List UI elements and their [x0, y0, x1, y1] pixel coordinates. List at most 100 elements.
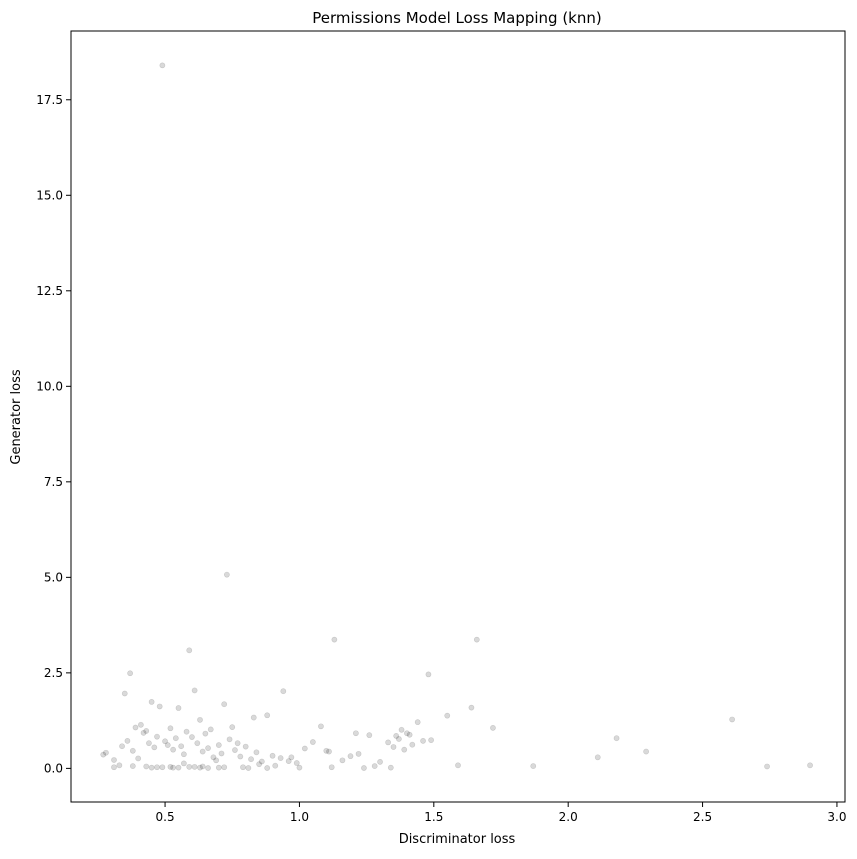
scatter-point [186, 647, 193, 654]
scatter-point [111, 764, 117, 771]
y-tick-label: 10.0 [36, 379, 63, 393]
y-axis-label: Generator loss [9, 369, 24, 464]
scatter-point [594, 754, 601, 761]
scatter-point [167, 725, 174, 732]
scatter-point [210, 754, 217, 761]
scatter-point [444, 712, 451, 719]
scatter-point [237, 753, 244, 760]
scatter-point [183, 728, 190, 735]
scatter-point [194, 740, 201, 747]
scatter-point [135, 755, 142, 762]
scatter-point [490, 724, 496, 731]
scatter-point [729, 716, 736, 723]
scatter-point [355, 750, 362, 757]
scatter-point [137, 721, 144, 728]
scatter-point [455, 762, 461, 769]
scatter-point [170, 764, 177, 771]
chart-title: Permissions Model Loss Mapping (knn) [312, 9, 602, 27]
scatter-point [159, 62, 166, 69]
scatter-point [129, 747, 136, 754]
scatter-point [124, 737, 131, 744]
scatter-point [288, 754, 295, 761]
x-tick-label: 1.0 [290, 810, 309, 824]
scatter-point [191, 687, 198, 694]
scatter-point [807, 762, 813, 769]
scatter-point [197, 764, 203, 771]
scatter-point [189, 734, 195, 740]
scatter-point [218, 750, 225, 757]
x-tick-label: 3.0 [827, 810, 846, 824]
scatter-point [221, 701, 228, 708]
scatter-point [170, 746, 177, 753]
y-tick-label: 0.0 [44, 761, 63, 775]
scatter-point [277, 755, 284, 761]
scatter-point [764, 763, 770, 770]
scatter-point [258, 758, 265, 765]
scatter-point [148, 764, 155, 771]
scatter-point [205, 745, 211, 752]
scatter-point [285, 758, 292, 765]
scatter-point [215, 764, 222, 771]
axis-ticks: 0.5 1.0 1.5 2.0 2.5 3.0 0.0 2.5 5.0 7.5 10.0 12.5 15… [36, 93, 846, 824]
scatter-point [180, 751, 187, 758]
plot-frame [70, 30, 846, 803]
scatter-point [296, 764, 303, 771]
scatter-point [234, 740, 241, 747]
scatter-point [425, 671, 432, 678]
scatter-point [121, 690, 128, 697]
scatter-point [326, 748, 332, 755]
scatter-point [428, 737, 435, 744]
scatter-point [148, 698, 155, 705]
scatter-point [530, 763, 537, 769]
scatter-point [309, 739, 316, 745]
scatter-point [151, 744, 158, 751]
y-tick-label: 12.5 [36, 284, 63, 298]
scatter-point [253, 749, 260, 756]
y-tick-label: 15.0 [36, 188, 63, 202]
scatter-point [613, 735, 620, 742]
scatter-point [132, 724, 139, 731]
scatter-point [167, 763, 174, 770]
scatter-point [347, 753, 354, 760]
scatter-point [377, 758, 383, 765]
scatter-point [175, 705, 182, 711]
scatter-point [280, 688, 287, 695]
scatter-point [232, 747, 238, 753]
scatter-point [323, 747, 330, 754]
data-points [100, 62, 813, 771]
x-tick-label: 2.5 [693, 810, 712, 824]
scatter-point [215, 742, 222, 748]
scatter-point [398, 726, 405, 733]
scatter-point [119, 743, 125, 750]
scatter-point [269, 752, 276, 759]
scatter-point [395, 736, 402, 742]
scatter-point [390, 744, 397, 750]
scatter-point [197, 716, 203, 723]
scatter-point [240, 764, 246, 771]
scatter-point [221, 764, 228, 771]
x-tick-label: 0.5 [156, 810, 175, 824]
scatter-point [409, 741, 416, 748]
scatter-point [199, 763, 206, 770]
scatter-point [339, 757, 346, 764]
scatter-point [393, 733, 400, 739]
scatter-point [256, 761, 263, 768]
scatter-point [226, 736, 233, 743]
scatter-point [116, 762, 123, 769]
y-tick-label: 17.5 [36, 93, 63, 107]
scatter-point [199, 748, 206, 755]
scatter-point [318, 723, 324, 730]
scatter-point [229, 724, 236, 731]
scatter-point [420, 737, 426, 744]
scatter-point [213, 757, 220, 764]
scatter-point [406, 731, 413, 738]
scatter-point [202, 730, 209, 737]
scatter-point [175, 764, 182, 771]
scatter-point [154, 733, 160, 740]
scatter-point [100, 751, 107, 758]
scatter-point [207, 726, 214, 733]
scatter-point [250, 714, 257, 721]
scatter-point [264, 765, 271, 771]
